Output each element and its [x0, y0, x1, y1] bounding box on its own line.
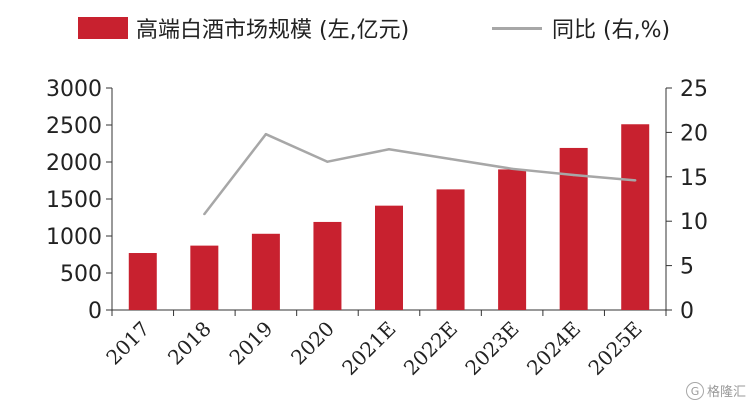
bar — [251, 233, 280, 310]
bar — [559, 147, 588, 310]
y-left-tick-label: 3000 — [46, 77, 102, 102]
bar — [498, 169, 527, 310]
watermark-logo-icon: G — [685, 381, 704, 400]
yoy-point — [572, 173, 575, 177]
y-left-tick-label: 500 — [60, 262, 102, 287]
bar — [436, 189, 465, 310]
legend-swatch-bar — [78, 17, 128, 39]
yoy-point — [510, 167, 514, 171]
yoy-point — [203, 212, 206, 216]
y-right-tick-label: 0 — [680, 299, 694, 324]
y-left-tick-label: 2500 — [46, 114, 102, 139]
x-tick-label: 2025E — [583, 317, 646, 380]
x-tick-label: 2023E — [460, 317, 523, 380]
x-tick-label: 2022E — [399, 317, 462, 380]
watermark-text: 格隆汇 — [706, 385, 746, 400]
yoy-point — [264, 132, 268, 136]
yoy-point — [449, 157, 452, 161]
x-tick-label: 2018 — [163, 317, 216, 370]
x-tick-label: 2017 — [101, 317, 154, 370]
bar — [190, 245, 219, 310]
x-tick-label: 2019 — [224, 317, 277, 370]
watermark: G 格隆汇 — [685, 381, 746, 400]
legend-swatch-line — [492, 26, 542, 30]
y-right-tick-label: 25 — [680, 77, 708, 102]
y-right-tick-label: 15 — [680, 166, 708, 191]
y-left-tick-label: 1500 — [46, 188, 102, 213]
x-tick-label: 2024E — [522, 317, 585, 380]
yoy-point — [387, 148, 391, 151]
y-right-tick-label: 5 — [680, 255, 694, 280]
x-tick-label: 2021E — [337, 317, 400, 380]
yoy-line — [203, 132, 636, 215]
legend-item-market-size: 高端白酒市场规模 (左,亿元) — [78, 8, 409, 48]
y-left-tick-label: 1000 — [46, 225, 102, 250]
yoy-point — [634, 179, 637, 182]
yoy-point — [326, 160, 329, 163]
bar — [621, 124, 650, 310]
legend-label-yoy: 同比 (右,%) — [552, 18, 671, 43]
chart-legend: 高端白酒市场规模 (左,亿元) 同比 (右,%) — [0, 8, 756, 48]
y-right-tick-label: 20 — [680, 121, 708, 146]
x-tick-label: 2020 — [286, 317, 339, 370]
y-left-tick-label: 0 — [88, 299, 102, 324]
legend-label-market-size: 高端白酒市场规模 (左,亿元) — [136, 18, 410, 43]
bar — [375, 205, 403, 310]
bar — [313, 221, 342, 310]
bar — [128, 253, 157, 310]
y-left-tick-label: 2000 — [46, 151, 102, 176]
y-right-tick-label: 10 — [680, 210, 708, 235]
legend-item-yoy: 同比 (右,%) — [492, 8, 670, 48]
